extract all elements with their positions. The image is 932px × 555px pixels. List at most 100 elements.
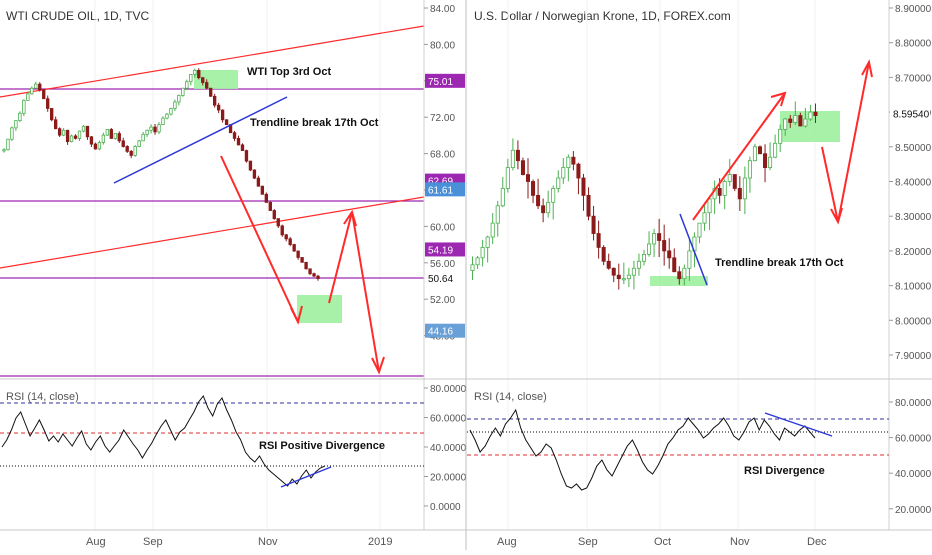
usdnok-price-scale[interactable]: 8.900008.800008.700008.600008.500008.400… bbox=[889, 4, 932, 362]
wti-annotation-top: WTI Top 3rd Oct bbox=[247, 66, 331, 78]
wti-rsi-tick-label: 0.0000 bbox=[430, 502, 461, 513]
usdnok-candle bbox=[621, 278, 626, 281]
usdnok-candle bbox=[798, 115, 803, 127]
usdnok-candle bbox=[788, 118, 793, 123]
wti-candle bbox=[276, 218, 280, 227]
usdnok-candle bbox=[793, 115, 798, 123]
wti-rsi-trendline[interactable] bbox=[280, 466, 332, 488]
wti-candle bbox=[85, 125, 90, 138]
wti-candle bbox=[14, 120, 18, 129]
wti-candle bbox=[181, 87, 185, 96]
usdnok-candle bbox=[803, 118, 808, 127]
usdnok-arrow-up-2[interactable] bbox=[837, 61, 870, 223]
usdnok-price-tick-label: 8.10000 bbox=[895, 282, 932, 293]
wti-price-tick-label: 56.00 bbox=[430, 259, 455, 270]
wti-price-badge-text: 75.01 bbox=[428, 77, 453, 88]
wti-chart-pane[interactable]: WTI CRUDE OIL, 1D, TVC WTI bbox=[0, 0, 467, 548]
usdnok-candle bbox=[510, 149, 515, 169]
usdnok-candle bbox=[641, 253, 647, 262]
wti-candle bbox=[101, 134, 106, 143]
wti-arrow-down-2[interactable] bbox=[351, 211, 380, 373]
wti-candle bbox=[173, 101, 177, 109]
usdnok-candle bbox=[586, 194, 591, 217]
wti-candle bbox=[26, 93, 30, 101]
usdnok-arrow-down[interactable] bbox=[821, 146, 839, 223]
usdnok-chart-pane[interactable]: U.S. Dollar / Norwegian Krone, 1D, FOREX… bbox=[466, 0, 932, 548]
wti-candle bbox=[42, 89, 46, 100]
wti-candle bbox=[189, 74, 193, 83]
usdnok-candle bbox=[601, 247, 606, 262]
wti-candle bbox=[93, 143, 98, 150]
usdnok-candle bbox=[576, 163, 581, 179]
wti-price-scale[interactable]: 84.0080.0076.0072.0068.0064.0060.0056.00… bbox=[424, 4, 455, 343]
wti-rsi-scale[interactable]: 80.0000 60.0000 40.0000 20.0000 0.0000 bbox=[424, 384, 467, 513]
wti-candle bbox=[46, 98, 50, 109]
usdnok-candle bbox=[480, 247, 485, 259]
wti-price-tick-label: 72.00 bbox=[430, 113, 455, 124]
usdnok-candle bbox=[727, 174, 732, 182]
wti-arrow-down-1[interactable] bbox=[220, 155, 299, 323]
wti-candle bbox=[10, 127, 14, 140]
usdnok-candle bbox=[657, 233, 662, 241]
usdnok-candle bbox=[490, 222, 495, 238]
wti-channel-upper[interactable] bbox=[0, 25, 425, 98]
wti-candle bbox=[129, 150, 133, 156]
usdnok-price-tick-label: 8.80000 bbox=[895, 39, 932, 50]
usdnok-price-badge bbox=[890, 106, 930, 121]
wti-candle bbox=[256, 177, 261, 187]
wti-arrow-up[interactable] bbox=[328, 211, 353, 304]
usdnok-price-tick-label: 8.50000 bbox=[895, 143, 932, 154]
wti-arrow-head-3 bbox=[371, 356, 385, 375]
usdnok-candle bbox=[495, 205, 500, 224]
usdnok-candle bbox=[763, 153, 768, 169]
wti-price-tick-label: 60.00 bbox=[430, 222, 455, 233]
usdnok-candle bbox=[541, 205, 546, 214]
usdnok-time-nov: Nov bbox=[730, 536, 750, 548]
wti-price-badge bbox=[425, 73, 465, 88]
usdnok-candle bbox=[773, 142, 778, 158]
usdnok-arrow-up-1[interactable] bbox=[692, 92, 786, 221]
wti-candle bbox=[145, 129, 149, 135]
wti-price-badge-text: 50.64 bbox=[428, 274, 453, 285]
wti-bottom-zone[interactable] bbox=[297, 295, 342, 323]
wti-channel-lower[interactable] bbox=[0, 196, 425, 269]
usdnok-price-area[interactable] bbox=[467, 0, 889, 379]
wti-candle bbox=[312, 273, 316, 277]
wti-candle bbox=[38, 83, 42, 91]
wti-candle bbox=[121, 140, 125, 147]
wti-candle bbox=[201, 77, 205, 83]
wti-rsi-tick-label: 20.0000 bbox=[430, 473, 467, 484]
wti-trendline[interactable] bbox=[113, 96, 288, 184]
wti-candle bbox=[224, 119, 229, 126]
usdnok-trendline[interactable] bbox=[679, 213, 708, 286]
usdnok-candle bbox=[581, 177, 586, 196]
usdnok-candle bbox=[687, 250, 692, 269]
usdnok-price-labels: 8.59540 bbox=[890, 106, 930, 121]
wti-price-area[interactable] bbox=[0, 0, 424, 379]
usdnok-price-tick-label: 8.70000 bbox=[895, 73, 932, 84]
usdnok-rsi-trendline[interactable] bbox=[764, 412, 833, 437]
usdnok-arrows[interactable] bbox=[692, 59, 873, 225]
usdnok-candle bbox=[475, 257, 480, 266]
wti-price-badge bbox=[425, 242, 465, 257]
wti-candle bbox=[308, 268, 312, 275]
usdnok-rsi-tick-label: 80.0000 bbox=[895, 398, 932, 409]
wti-top-zone[interactable] bbox=[194, 70, 238, 89]
wti-candle bbox=[280, 225, 284, 236]
wti-candle bbox=[177, 95, 181, 103]
wti-price-badge bbox=[425, 271, 465, 286]
usdnok-annotation-trendline: Trendline break 17th Oct bbox=[715, 257, 844, 269]
wti-rsi-tick-label: 40.0000 bbox=[430, 443, 467, 454]
usdnok-arrow-head-1 bbox=[770, 91, 787, 107]
wti-candle bbox=[57, 128, 62, 136]
usdnok-candle bbox=[515, 149, 520, 162]
wti-candle bbox=[149, 126, 153, 131]
wti-candle bbox=[316, 275, 320, 279]
usdnok-rsi-scale[interactable]: 80.0000 60.0000 40.0000 20.0000 bbox=[889, 398, 932, 516]
usdnok-candle bbox=[667, 250, 672, 259]
usdnok-candle bbox=[591, 215, 596, 234]
usdnok-price-tick-label: 8.20000 bbox=[895, 247, 932, 258]
wti-candle bbox=[268, 201, 272, 211]
wti-arrows[interactable] bbox=[220, 155, 385, 375]
